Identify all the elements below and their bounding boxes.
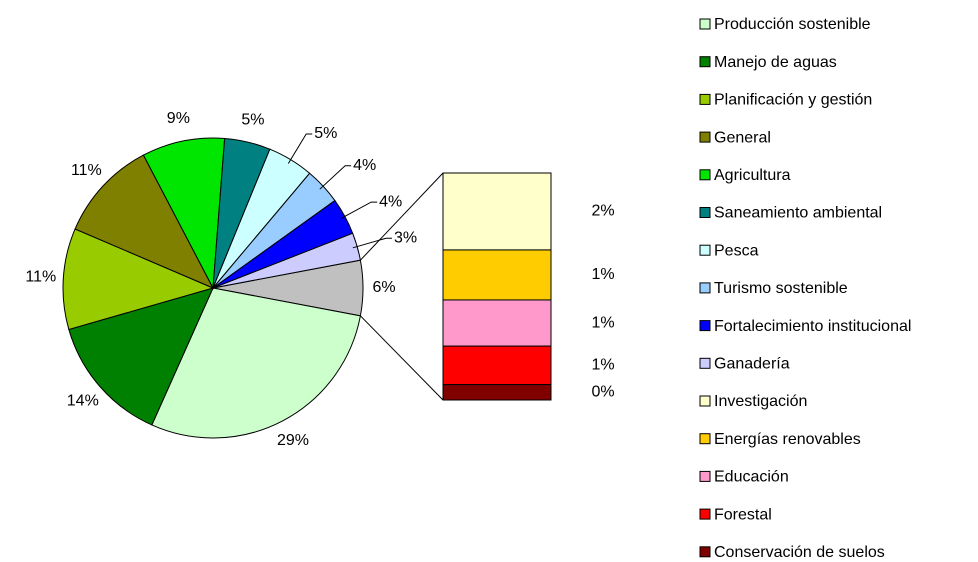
data-label: 5%: [241, 111, 264, 128]
legend-label: Fortalecimiento institucional: [714, 318, 911, 335]
data-label: 29%: [277, 432, 309, 449]
legend-label: Producción sostenible: [714, 16, 871, 33]
legend-label: Saneamiento ambiental: [714, 205, 882, 222]
legend-swatch: [699, 546, 711, 558]
data-label: 4%: [379, 193, 402, 210]
legend-swatch: [699, 18, 711, 30]
legend-swatch: [699, 470, 711, 482]
leader-line: [319, 165, 352, 190]
legend-swatch: [699, 395, 711, 407]
pie-slice: [74, 154, 215, 290]
legend-swatch: [699, 357, 711, 369]
legend-label: Educación: [714, 469, 789, 486]
data-label: 14%: [67, 392, 99, 409]
legend-swatch: [699, 433, 711, 445]
bar-segment: [442, 345, 552, 386]
legend-label: Conservación de suelos: [714, 544, 885, 561]
legend-swatch: [699, 282, 711, 294]
pie-slice: [62, 228, 215, 331]
connector: [360, 172, 444, 261]
data-label: 5%: [314, 125, 337, 142]
legend-label: Ganadería: [714, 356, 790, 373]
legend-label: Investigación: [714, 393, 807, 410]
connector: [360, 315, 444, 401]
data-label: 1%: [591, 266, 614, 283]
legend-label: Pesca: [714, 242, 759, 259]
leader-line: [352, 237, 392, 249]
legend-swatch: [699, 131, 711, 143]
pie-slice: [68, 287, 214, 426]
legend-swatch: [699, 508, 711, 520]
legend-swatch: [699, 169, 711, 181]
data-label: 11%: [71, 162, 102, 179]
bar-segment: [442, 299, 552, 347]
legend-label: Agricultura: [714, 167, 791, 184]
data-label: 1%: [591, 314, 614, 331]
data-label: 3%: [394, 229, 417, 246]
data-label: 9%: [167, 110, 190, 127]
legend-swatch: [699, 320, 711, 332]
legend-label: Energías renovables: [714, 431, 861, 448]
bar-segment: [442, 384, 552, 401]
data-label: 6%: [372, 279, 395, 296]
legend-label: Forestal: [714, 506, 772, 523]
legend-swatch: [699, 56, 711, 68]
data-label: 1%: [591, 357, 614, 374]
bar-segment: [442, 249, 552, 301]
legend-swatch: [699, 207, 711, 218]
legend-label: General: [714, 129, 771, 146]
data-label: 11%: [25, 268, 56, 285]
legend-swatch: [699, 244, 711, 256]
pie-slice: [151, 287, 361, 439]
data-label: 2%: [591, 203, 614, 220]
leader-line: [340, 201, 378, 219]
legend-swatch: [699, 93, 711, 105]
legend-label: Planificación y gestión: [714, 92, 872, 109]
legend-label: Manejo de aguas: [714, 54, 837, 71]
leader-line: [287, 133, 313, 164]
legend-label: Turismo sostenible: [714, 280, 848, 297]
pie-slice: [142, 137, 226, 290]
data-label: 0%: [591, 384, 614, 401]
bar-segment: [442, 172, 552, 251]
data-label: 4%: [353, 157, 376, 174]
